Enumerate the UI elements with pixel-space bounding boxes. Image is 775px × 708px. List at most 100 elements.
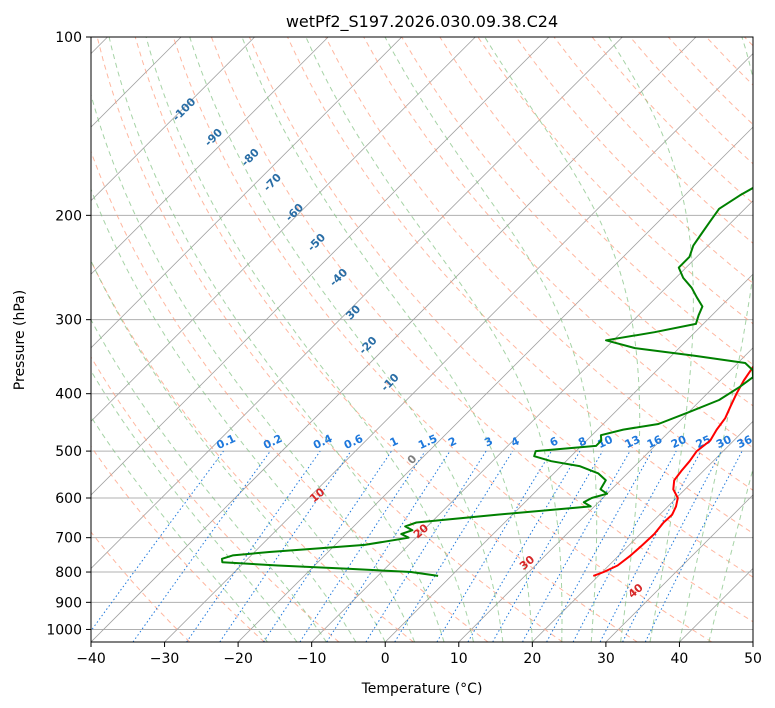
moist-adiabat-label: -10 — [378, 371, 401, 394]
mixing-ratio-label: 20 — [669, 433, 689, 451]
y-tick-label: 900 — [55, 595, 82, 611]
dry-adiabat-line — [96, 37, 563, 642]
mixing-ratio-label: 4 — [509, 434, 522, 449]
mixing-ratio-label: 0.6 — [342, 432, 365, 452]
x-tick-label: 10 — [450, 651, 468, 667]
isotherm-line — [532, 420, 753, 642]
dry-adiabat-line — [667, 37, 753, 126]
moist-adiabat-line — [305, 37, 563, 642]
moist-adiabat-label: -60 — [283, 201, 306, 224]
y-tick-label: 500 — [55, 444, 82, 460]
isotherm-line — [605, 494, 753, 642]
moist-adiabat-line — [189, 37, 504, 642]
moist-adiabat-line — [384, 37, 598, 642]
mixing-ratio-line — [365, 450, 487, 642]
y-tick-label: 800 — [55, 565, 82, 581]
moist-adiabat-label: -90 — [202, 126, 225, 149]
dry-adiabat-line — [401, 37, 753, 407]
moist-adiabat-line — [241, 37, 533, 642]
mixing-ratio-label: 1 — [388, 434, 400, 449]
isotherm-line — [458, 347, 753, 642]
plot-frame — [90, 36, 754, 643]
mixing-ratio-line — [522, 450, 631, 642]
chart-title: wetPf2_S197.2026.030.09.38.C24 — [286, 12, 558, 32]
x-tick-label: 50 — [744, 651, 762, 667]
dry-adiabat-line — [515, 37, 753, 284]
dry-adiabat-line — [287, 37, 753, 534]
dry-adiabat-line — [91, 150, 489, 642]
isotherm-line — [164, 52, 753, 642]
y-tick-label: 1000 — [46, 622, 82, 638]
x-tick-label: −40 — [76, 651, 106, 667]
isotherm-line — [91, 37, 329, 275]
mixing-ratio-line — [326, 450, 451, 642]
dry-adiabat-label: 30 — [517, 553, 537, 573]
mixing-ratio-line — [394, 450, 514, 642]
x-axis-label: Temperature (°C) — [361, 681, 483, 697]
y-tick-label: 300 — [55, 313, 82, 329]
mixing-ratio-label: 25 — [694, 433, 713, 451]
x-tick-label: −10 — [297, 651, 327, 667]
x-tick-label: −20 — [223, 651, 253, 667]
moist-adiabat-line — [91, 259, 357, 642]
mixing-ratio-label: 36 — [735, 433, 755, 451]
mixing-ratio-label: 13 — [623, 433, 642, 451]
mixing-ratio-label: 16 — [645, 433, 665, 451]
moist-adiabat-label: -80 — [239, 146, 262, 169]
y-tick-label: 100 — [55, 30, 82, 46]
mixing-ratio-label: 2 — [446, 434, 458, 449]
dry-adiabat-line — [744, 37, 753, 47]
isotherm-line — [311, 200, 753, 642]
isotherm-line — [237, 126, 753, 642]
x-tick-label: 20 — [523, 651, 541, 667]
isotherm-line — [752, 641, 753, 642]
dry-adiabat-label: 40 — [626, 581, 646, 601]
mixing-ratio-label: 1.5 — [416, 432, 439, 452]
mixing-ratio-line — [572, 450, 677, 642]
mixing-ratio-label: 6 — [548, 434, 561, 449]
mixing-ratio-line — [186, 450, 321, 642]
dry-adiabat-line — [91, 356, 340, 642]
moist-adiabat-line — [91, 93, 416, 642]
mixing-ratio-label: 0.1 — [214, 432, 237, 452]
isotherm-line — [91, 37, 550, 496]
dry-adiabat-line — [553, 37, 753, 244]
dry-adiabat-line — [439, 37, 753, 366]
moist-adiabat-line — [91, 188, 386, 642]
mixing-ratio-line — [436, 450, 552, 642]
y-tick-label: 600 — [55, 491, 82, 507]
mixing-ratio-line — [219, 450, 352, 642]
dry-adiabat-line — [591, 37, 753, 204]
dry-adiabat-line — [172, 37, 713, 642]
dry-adiabat-line — [91, 531, 191, 642]
mixing-ratio-line — [299, 450, 426, 642]
y-tick-label: 200 — [55, 208, 82, 224]
mixing-ratio-line — [467, 450, 581, 642]
dry-adiabat-line — [705, 37, 753, 86]
moist-adiabat-label: -40 — [327, 266, 350, 289]
dry-adiabat-line — [210, 37, 753, 623]
moist-adiabat-line — [145, 37, 474, 642]
isotherm-line — [91, 37, 403, 349]
moist-adiabat-line — [91, 369, 298, 642]
x-tick-label: 40 — [671, 651, 689, 667]
isotherm-line — [91, 37, 623, 570]
mixing-ratio-line — [546, 450, 653, 642]
moist-adiabat-line — [108, 37, 445, 642]
moist-adiabat-line — [91, 415, 268, 642]
isotherm-line — [91, 37, 476, 422]
isotherm-line — [91, 37, 697, 642]
dewpoint-profile-line — [221, 186, 753, 577]
moist-adiabat-line — [708, 467, 753, 642]
moist-adiabat-line — [608, 37, 694, 642]
mixing-ratio-line — [132, 450, 271, 642]
mixing-ratio-label: 3 — [482, 434, 494, 449]
x-tick-label: 0 — [381, 651, 390, 667]
dry-adiabat-line — [134, 37, 638, 642]
isotherm-line — [679, 567, 753, 642]
dry-adiabat-line — [91, 445, 265, 642]
dry-adiabat-line — [248, 37, 753, 578]
moist-adiabat-label: 0 — [405, 452, 420, 467]
mixing-ratio-line — [91, 450, 224, 632]
